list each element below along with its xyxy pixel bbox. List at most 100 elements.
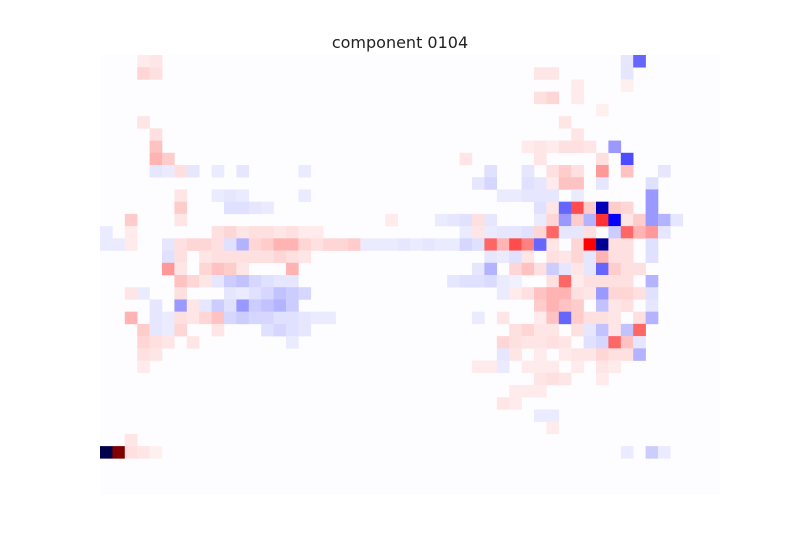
heatmap-cell-r23-c36 bbox=[546, 336, 560, 349]
heatmap-cell-r28-c32 bbox=[496, 397, 510, 410]
heatmap-cell-r26-c37 bbox=[558, 372, 572, 386]
heatmap-cell-r15-c10 bbox=[224, 238, 237, 251]
heatmap-cell-r15-c14 bbox=[273, 238, 287, 251]
heatmap-cell-r18-c14 bbox=[273, 275, 287, 288]
heatmap-cell-r22-c38 bbox=[571, 323, 584, 337]
heatmap-cell-r15-c8 bbox=[199, 238, 212, 251]
heatmap-cell-r19-c38 bbox=[571, 287, 584, 300]
heatmap-cell-r14-c34 bbox=[521, 226, 535, 239]
heatmap-cell-r20-c4 bbox=[149, 299, 163, 312]
heatmap-cell-r7-c37 bbox=[558, 140, 572, 154]
heatmap-cell-r0-c3 bbox=[137, 55, 150, 68]
heatmap-cell-r11-c33 bbox=[509, 189, 522, 202]
heatmap-cell-r11-c32 bbox=[496, 189, 510, 202]
heatmap-cell-r23-c32 bbox=[496, 336, 510, 349]
heatmap-cells bbox=[100, 55, 684, 459]
heatmap-cell-r25-c32 bbox=[496, 360, 510, 374]
heatmap-cell-r17-c34 bbox=[521, 262, 535, 276]
heatmap-cell-r18-c7 bbox=[186, 275, 200, 288]
heatmap-cell-r27-c35 bbox=[534, 385, 547, 398]
heatmap-cell-r8-c5 bbox=[162, 152, 175, 166]
heatmap-cell-r22-c5 bbox=[162, 323, 175, 337]
heatmap-cell-r7-c39 bbox=[583, 140, 597, 154]
heatmap-cell-r3-c38 bbox=[571, 91, 584, 105]
heatmap-cell-r18-c31 bbox=[484, 275, 498, 288]
heatmap-cell-r2-c38 bbox=[571, 79, 584, 92]
heatmap-cell-r20-c14 bbox=[273, 299, 287, 312]
heatmap-cell-r10-c35 bbox=[534, 177, 547, 190]
heatmap-cell-r19-c3 bbox=[137, 287, 150, 300]
heatmap-cell-r20-c13 bbox=[261, 299, 274, 312]
heatmap-cell-r9-c40 bbox=[596, 165, 609, 178]
heatmap-cell-r1-c42 bbox=[620, 67, 634, 80]
heatmap-cell-r17-c38 bbox=[571, 262, 584, 276]
heatmap-cell-r23-c34 bbox=[521, 336, 535, 349]
heatmap-cell-r26-c40 bbox=[596, 372, 609, 386]
heatmap-cell-r19-c34 bbox=[521, 287, 535, 300]
heatmap-cell-r13-c6 bbox=[174, 213, 188, 227]
heatmap-cell-r19-c6 bbox=[174, 287, 188, 300]
heatmap-cell-r19-c43 bbox=[633, 287, 646, 300]
heatmap-cell-r10-c30 bbox=[472, 177, 485, 190]
heatmap-cell-r14-c12 bbox=[248, 226, 262, 239]
heatmap-cell-r12-c11 bbox=[236, 201, 250, 215]
heatmap-cell-r16-c6 bbox=[174, 250, 188, 264]
heatmap-cell-r21-c5 bbox=[162, 311, 175, 325]
heatmap-cell-r18-c8 bbox=[199, 275, 212, 288]
heatmap-cell-r13-c42 bbox=[620, 213, 634, 227]
heatmap-cell-r15-c16 bbox=[298, 238, 312, 251]
heatmap-cell-r1-c36 bbox=[546, 67, 560, 80]
heatmap-cell-r25-c31 bbox=[484, 360, 498, 374]
heatmap-cell-r21-c38 bbox=[571, 311, 584, 325]
heatmap-cell-r15-c20 bbox=[348, 238, 361, 251]
heatmap-cell-r27-c34 bbox=[521, 385, 535, 398]
heatmap-cell-r19-c37 bbox=[558, 287, 572, 300]
heatmap-cell-r18-c33 bbox=[509, 275, 522, 288]
heatmap-cell-r19-c41 bbox=[608, 287, 622, 300]
heatmap-cell-r16-c41 bbox=[608, 250, 622, 264]
heatmap-cell-r15-c38 bbox=[571, 238, 584, 251]
heatmap-cell-r31-c2 bbox=[124, 433, 138, 447]
heatmap-cell-r32-c0 bbox=[100, 446, 113, 459]
heatmap-cell-r14-c41 bbox=[608, 226, 622, 239]
chart-title: component 0104 bbox=[331, 33, 469, 52]
heatmap-cell-r18-c40 bbox=[596, 275, 609, 288]
heatmap-cell-r20-c7 bbox=[186, 299, 200, 312]
heatmap-cell-r13-c46 bbox=[670, 213, 684, 227]
heatmap-cell-r18-c36 bbox=[546, 275, 560, 288]
heatmap-cell-r18-c10 bbox=[224, 275, 237, 288]
heatmap-cell-r21-c15 bbox=[286, 311, 299, 325]
heatmap-cell-r15-c7 bbox=[186, 238, 200, 251]
heatmap-cell-r16-c40 bbox=[596, 250, 609, 264]
heatmap-cell-r25-c38 bbox=[571, 360, 584, 374]
heatmap-cell-r9-c5 bbox=[162, 165, 175, 178]
heatmap-cell-r17-c36 bbox=[546, 262, 560, 276]
heatmap-cell-r0-c43 bbox=[633, 55, 646, 68]
heatmap-cell-r8-c42 bbox=[620, 152, 634, 166]
heatmap-cell-r9-c31 bbox=[484, 165, 498, 178]
heatmap-cell-r13-c31 bbox=[484, 213, 498, 227]
heatmap-cell-r21-c12 bbox=[248, 311, 262, 325]
heatmap-cell-r15-c19 bbox=[335, 238, 349, 251]
heatmap-cell-r11-c35 bbox=[534, 189, 547, 202]
heatmap-cell-r21-c32 bbox=[496, 311, 510, 325]
heatmap-cell-r22-c4 bbox=[149, 323, 163, 337]
heatmap-cell-r17-c42 bbox=[620, 262, 634, 276]
heatmap-cell-r22-c42 bbox=[620, 323, 634, 337]
heatmap-cell-r18-c41 bbox=[608, 275, 622, 288]
heatmap-cell-r14-c11 bbox=[236, 226, 250, 239]
heatmap-cell-r14-c15 bbox=[286, 226, 299, 239]
heatmap-cell-r18-c6 bbox=[174, 275, 188, 288]
heatmap-cell-r21-c14 bbox=[273, 311, 287, 325]
heatmap-cell-r14-c42 bbox=[620, 226, 634, 239]
heatmap-cell-r11-c38 bbox=[571, 189, 584, 202]
heatmap-cell-r15-c27 bbox=[434, 238, 448, 251]
heatmap-cell-r25-c35 bbox=[534, 360, 547, 374]
heatmap-cell-r18-c37 bbox=[558, 275, 572, 288]
heatmap-cell-r17-c11 bbox=[236, 262, 250, 276]
heatmap-cell-r9-c34 bbox=[521, 165, 535, 178]
heatmap-cell-r22-c34 bbox=[521, 323, 535, 337]
heatmap-cell-r15-c31 bbox=[484, 238, 498, 251]
heatmap-cell-r32-c44 bbox=[645, 446, 659, 459]
heatmap-cell-r13-c35 bbox=[534, 213, 547, 227]
